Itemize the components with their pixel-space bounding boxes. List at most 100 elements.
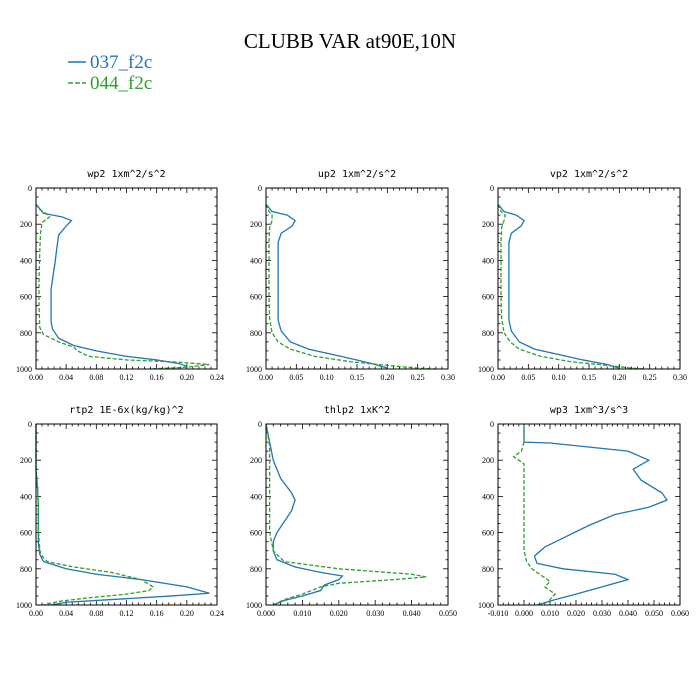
panel-title: rtp2 1E-6x(kg/kg)^2: [69, 405, 183, 416]
x-tick-label: 0.15: [582, 373, 596, 382]
y-tick-label: 0: [490, 184, 494, 193]
panel-3: vp2 1xm^2/s^2 0.00 0.05 0.10 0.15 0.20 0.25 0.3…: [478, 169, 687, 382]
x-tick-label: 0.12: [120, 609, 134, 618]
y-tick-label: 0: [258, 420, 262, 429]
y-tick-label: 600: [250, 529, 262, 538]
series-line-037: [523, 424, 669, 606]
x-tick-label: 0.04: [59, 373, 73, 382]
series-line-044: [265, 423, 427, 606]
x-tick-label: 0.25: [643, 373, 657, 382]
panel-title: thlp2 1xK^2: [324, 405, 390, 416]
panel-title: wp3 1xm^3/s^3: [550, 405, 628, 416]
y-tick-label: 800: [482, 329, 494, 338]
x-tick-label: 0.000: [257, 609, 275, 618]
x-tick-label: 0.060: [671, 609, 689, 618]
panel-title: up2 1xm^2/s^2: [318, 169, 396, 180]
y-tick-label: 200: [250, 220, 262, 229]
y-tick-label: 1000: [16, 601, 32, 610]
x-tick-label: 0.05: [521, 373, 535, 382]
y-tick-label: 0: [258, 184, 262, 193]
x-tick-label: 0.05: [289, 373, 303, 382]
x-tick-label: 0.040: [403, 609, 421, 618]
y-tick-label: 800: [250, 565, 262, 574]
x-tick-label: 0.30: [673, 373, 687, 382]
x-tick-label: 0.10: [320, 373, 334, 382]
panel-title: vp2 1xm^2/s^2: [550, 169, 628, 180]
y-tick-label: 1000: [246, 601, 262, 610]
y-tick-label: 800: [20, 565, 32, 574]
x-tick-label: 0.00: [29, 609, 43, 618]
x-tick-label: 0.020: [330, 609, 348, 618]
y-tick-label: 400: [482, 256, 494, 265]
x-tick-label: 0.24: [210, 609, 224, 618]
y-tick-label: 1000: [246, 365, 262, 374]
x-tick-label: 0.20: [180, 373, 194, 382]
x-tick-label: 0.050: [645, 609, 663, 618]
x-tick-label: 0.20: [180, 609, 194, 618]
x-tick-label: 0.30: [441, 373, 455, 382]
x-tick-label: 0.00: [491, 373, 505, 382]
x-tick-label: -0.010: [488, 609, 509, 618]
x-tick-label: 0.010: [541, 609, 559, 618]
series-line-044: [35, 203, 210, 370]
series-line-037: [497, 203, 620, 369]
series-line-037: [35, 203, 188, 369]
y-tick-label: 600: [250, 293, 262, 302]
y-tick-label: 400: [482, 492, 494, 501]
y-tick-label: 600: [20, 293, 32, 302]
y-tick-label: 0: [490, 420, 494, 429]
y-tick-label: 400: [20, 492, 32, 501]
y-tick-label: 200: [20, 220, 32, 229]
panel-title: wp2 1xm^2/s^2: [87, 169, 165, 180]
legend-label-037: 037_f2c: [90, 52, 152, 73]
x-tick-label: 0.010: [293, 609, 311, 618]
x-tick-label: 0.04: [59, 609, 73, 618]
panel-5: thlp2 1xK^2 0.000 0.010 0.020 0.030 0.040 0.05…: [246, 405, 457, 618]
y-tick-label: 600: [482, 293, 494, 302]
x-tick-label: 0.20: [380, 373, 394, 382]
panel-2: up2 1xm^2/s^2 0.00 0.05 0.10 0.15 0.20 0.25 0.3…: [246, 169, 455, 382]
y-tick-label: 800: [20, 329, 32, 338]
series-line-037: [265, 203, 388, 369]
x-tick-label: 0.15: [350, 373, 364, 382]
x-tick-label: 0.20: [612, 373, 626, 382]
y-tick-label: 400: [250, 256, 262, 265]
y-tick-label: 600: [20, 529, 32, 538]
panel-4: rtp2 1E-6x(kg/kg)^2 0.00 0.04 0.08 0.12 0.16 0…: [16, 405, 224, 618]
y-tick-label: 0: [28, 420, 32, 429]
x-tick-label: 0.00: [29, 373, 43, 382]
y-tick-label: 200: [482, 220, 494, 229]
x-tick-label: 0.030: [366, 609, 384, 618]
figure-title: CLUBB VAR at90E,10N: [244, 29, 456, 53]
x-tick-label: 0.25: [411, 373, 425, 382]
y-tick-label: 200: [482, 456, 494, 465]
x-tick-label: 0.16: [150, 609, 164, 618]
x-tick-label: 0.030: [593, 609, 611, 618]
y-tick-label: 1000: [478, 365, 494, 374]
legend-label-044: 044_f2c: [90, 73, 152, 94]
panel-6: wp3 1xm^3/s^3 -0.010 0.000 0.010 0.020 0.030 0…: [478, 405, 689, 618]
y-tick-label: 0: [28, 184, 32, 193]
x-tick-label: 0.000: [515, 609, 533, 618]
series-line-037: [35, 424, 210, 606]
y-tick-label: 1000: [16, 365, 32, 374]
panels: wp2 1xm^2/s^2 0.00 0.04 0.08 0.12 0.16 0.20 0.2…: [16, 169, 689, 618]
x-tick-label: 0.16: [150, 373, 164, 382]
series-line-044: [35, 424, 154, 606]
y-tick-label: 1000: [478, 601, 494, 610]
y-tick-label: 200: [20, 456, 32, 465]
x-tick-label: 0.00: [259, 373, 273, 382]
plot-frame: [265, 187, 449, 370]
x-tick-label: 0.08: [89, 609, 103, 618]
plot-frame: [497, 187, 681, 370]
x-tick-label: 0.020: [567, 609, 585, 618]
panel-1: wp2 1xm^2/s^2 0.00 0.04 0.08 0.12 0.16 0.20 0.2…: [16, 169, 224, 382]
plot-frame: [265, 423, 449, 606]
y-tick-label: 200: [250, 456, 262, 465]
plot-frame: [35, 423, 218, 606]
series-line-044: [497, 204, 644, 370]
x-tick-label: 0.10: [552, 373, 566, 382]
y-tick-label: 800: [250, 329, 262, 338]
x-tick-label: 0.040: [619, 609, 637, 618]
x-tick-label: 0.08: [89, 373, 103, 382]
